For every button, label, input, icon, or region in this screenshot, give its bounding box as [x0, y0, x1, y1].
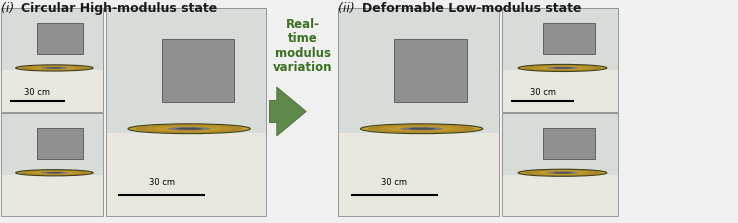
- Ellipse shape: [15, 65, 93, 71]
- Bar: [1, 8, 103, 112]
- Text: 30 cm: 30 cm: [530, 88, 556, 97]
- Ellipse shape: [33, 66, 76, 70]
- Ellipse shape: [33, 171, 76, 174]
- Ellipse shape: [531, 65, 594, 70]
- Bar: [394, 39, 466, 102]
- Bar: [338, 8, 499, 216]
- Bar: [37, 23, 83, 54]
- Ellipse shape: [553, 172, 572, 173]
- Text: 30 cm: 30 cm: [382, 178, 407, 187]
- Ellipse shape: [361, 124, 483, 134]
- Ellipse shape: [156, 126, 223, 131]
- Bar: [1, 113, 103, 175]
- FancyArrow shape: [269, 87, 306, 136]
- Ellipse shape: [518, 64, 607, 72]
- Bar: [162, 39, 234, 102]
- Ellipse shape: [408, 128, 435, 130]
- Ellipse shape: [523, 170, 601, 176]
- Text: (i): (i): [1, 2, 18, 15]
- Ellipse shape: [41, 67, 68, 69]
- Bar: [1, 8, 103, 70]
- Bar: [502, 8, 618, 112]
- Ellipse shape: [400, 127, 443, 130]
- Bar: [1, 113, 103, 216]
- Ellipse shape: [547, 67, 578, 69]
- Ellipse shape: [368, 124, 475, 133]
- Ellipse shape: [27, 171, 83, 175]
- Bar: [502, 113, 618, 175]
- Ellipse shape: [378, 125, 466, 132]
- Ellipse shape: [168, 127, 210, 130]
- Ellipse shape: [523, 65, 601, 71]
- Bar: [542, 23, 595, 54]
- Bar: [1, 70, 103, 112]
- Text: Circular High-modulus state: Circular High-modulus state: [21, 2, 218, 15]
- Ellipse shape: [145, 125, 233, 132]
- Bar: [106, 8, 266, 133]
- Text: 30 cm: 30 cm: [24, 88, 50, 97]
- Text: Deformable Low-modulus state: Deformable Low-modulus state: [362, 2, 582, 15]
- Ellipse shape: [176, 128, 203, 130]
- Text: Real-
time
modulus
variation: Real- time modulus variation: [273, 18, 332, 74]
- Ellipse shape: [21, 65, 89, 71]
- Bar: [502, 70, 618, 112]
- Bar: [37, 128, 83, 159]
- Ellipse shape: [538, 66, 587, 70]
- Bar: [106, 133, 266, 216]
- Text: (ii): (ii): [338, 2, 359, 15]
- Bar: [338, 8, 499, 133]
- Bar: [338, 133, 499, 216]
- Ellipse shape: [41, 172, 68, 174]
- Bar: [542, 128, 595, 159]
- Bar: [502, 113, 618, 216]
- Ellipse shape: [547, 171, 578, 174]
- Ellipse shape: [135, 124, 243, 133]
- Ellipse shape: [46, 67, 63, 69]
- Ellipse shape: [518, 169, 607, 176]
- Ellipse shape: [21, 170, 89, 176]
- Ellipse shape: [553, 67, 572, 69]
- Ellipse shape: [46, 172, 63, 173]
- Ellipse shape: [128, 124, 250, 134]
- Ellipse shape: [27, 66, 83, 70]
- Ellipse shape: [15, 170, 93, 176]
- Bar: [502, 175, 618, 216]
- Bar: [1, 175, 103, 216]
- Text: 30 cm: 30 cm: [149, 178, 175, 187]
- Bar: [106, 8, 266, 216]
- Ellipse shape: [538, 171, 587, 175]
- Ellipse shape: [531, 170, 594, 175]
- Ellipse shape: [388, 126, 455, 131]
- Bar: [502, 8, 618, 70]
